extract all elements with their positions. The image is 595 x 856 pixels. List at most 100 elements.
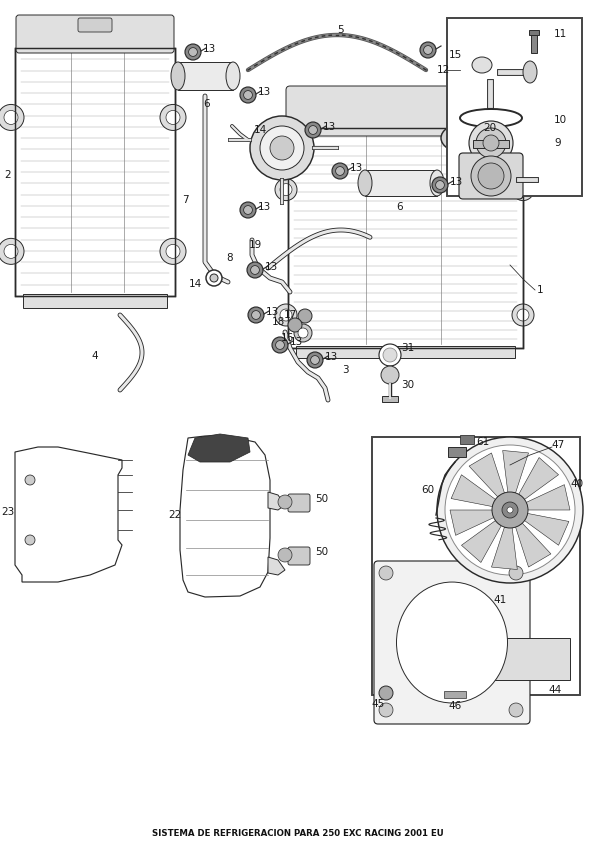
Bar	[288, 128, 523, 348]
Circle shape	[250, 116, 314, 180]
Polygon shape	[188, 434, 250, 462]
Text: 31: 31	[402, 343, 415, 353]
Circle shape	[476, 128, 506, 158]
Circle shape	[294, 324, 312, 342]
Bar	[288, 128, 523, 348]
Circle shape	[307, 352, 323, 368]
FancyBboxPatch shape	[286, 86, 525, 136]
Text: 2: 2	[5, 170, 11, 180]
Circle shape	[240, 202, 256, 218]
Ellipse shape	[441, 124, 483, 152]
Circle shape	[336, 167, 345, 175]
Circle shape	[469, 121, 513, 165]
Polygon shape	[268, 492, 285, 510]
Circle shape	[298, 309, 312, 323]
Text: 9: 9	[555, 138, 561, 148]
Circle shape	[298, 328, 308, 338]
Circle shape	[272, 337, 288, 353]
Text: 13: 13	[449, 177, 463, 187]
Bar	[23, 294, 167, 308]
Ellipse shape	[171, 62, 185, 90]
Text: 60: 60	[421, 485, 434, 495]
Circle shape	[437, 437, 583, 583]
Circle shape	[280, 183, 292, 196]
Text: 1: 1	[537, 285, 543, 295]
Circle shape	[288, 318, 302, 332]
FancyBboxPatch shape	[459, 153, 523, 199]
FancyBboxPatch shape	[288, 547, 310, 565]
Polygon shape	[469, 453, 505, 496]
Ellipse shape	[430, 170, 444, 196]
Text: 30: 30	[402, 380, 415, 390]
Text: 13: 13	[264, 262, 278, 272]
Circle shape	[4, 244, 18, 259]
Circle shape	[275, 341, 284, 349]
Text: 13: 13	[265, 307, 278, 317]
Text: 16: 16	[280, 333, 293, 343]
Text: 5: 5	[337, 25, 343, 35]
Text: 4: 4	[92, 351, 98, 361]
Ellipse shape	[460, 109, 522, 127]
Circle shape	[160, 104, 186, 130]
Text: 10: 10	[553, 115, 566, 125]
Circle shape	[311, 355, 320, 365]
Circle shape	[166, 244, 180, 259]
Circle shape	[240, 87, 256, 103]
Circle shape	[0, 104, 24, 130]
Text: 11: 11	[553, 29, 566, 39]
Polygon shape	[462, 520, 501, 562]
Circle shape	[250, 265, 259, 275]
Text: 3: 3	[342, 365, 348, 375]
Circle shape	[210, 274, 218, 282]
Circle shape	[4, 110, 18, 124]
Polygon shape	[451, 475, 496, 507]
Circle shape	[260, 126, 304, 170]
Polygon shape	[503, 450, 528, 493]
Polygon shape	[450, 510, 494, 535]
Bar	[365, 170, 437, 196]
Ellipse shape	[523, 61, 537, 83]
Circle shape	[432, 177, 448, 193]
Circle shape	[189, 48, 198, 56]
Ellipse shape	[226, 62, 240, 90]
Text: 14: 14	[253, 125, 267, 135]
Circle shape	[478, 163, 504, 189]
Bar	[444, 691, 466, 698]
Circle shape	[332, 163, 348, 179]
Circle shape	[248, 307, 264, 323]
Circle shape	[243, 91, 252, 99]
Ellipse shape	[447, 129, 477, 147]
Circle shape	[206, 270, 222, 286]
Circle shape	[160, 238, 186, 265]
Bar	[531, 35, 537, 53]
Bar	[178, 62, 233, 90]
Text: 6: 6	[397, 202, 403, 212]
Bar	[473, 140, 509, 148]
Text: 13: 13	[322, 122, 336, 132]
FancyBboxPatch shape	[78, 18, 112, 32]
Polygon shape	[527, 484, 570, 510]
Text: 13: 13	[289, 337, 303, 347]
Text: 20: 20	[483, 123, 497, 133]
Text: 12: 12	[436, 65, 450, 75]
Circle shape	[166, 110, 180, 124]
Circle shape	[383, 348, 397, 362]
Text: 50: 50	[315, 494, 328, 504]
Circle shape	[509, 703, 523, 717]
Polygon shape	[15, 447, 122, 582]
Text: 40: 40	[571, 479, 584, 489]
Polygon shape	[515, 523, 551, 567]
Polygon shape	[491, 527, 517, 569]
Circle shape	[502, 502, 518, 518]
Circle shape	[309, 126, 317, 134]
Circle shape	[379, 566, 393, 580]
Text: 41: 41	[493, 595, 506, 605]
Bar	[372, 437, 580, 695]
Circle shape	[483, 135, 499, 151]
Circle shape	[25, 535, 35, 545]
Text: 13: 13	[202, 44, 215, 54]
Circle shape	[445, 445, 575, 575]
FancyBboxPatch shape	[374, 561, 530, 724]
Circle shape	[0, 238, 24, 265]
Circle shape	[381, 366, 399, 384]
